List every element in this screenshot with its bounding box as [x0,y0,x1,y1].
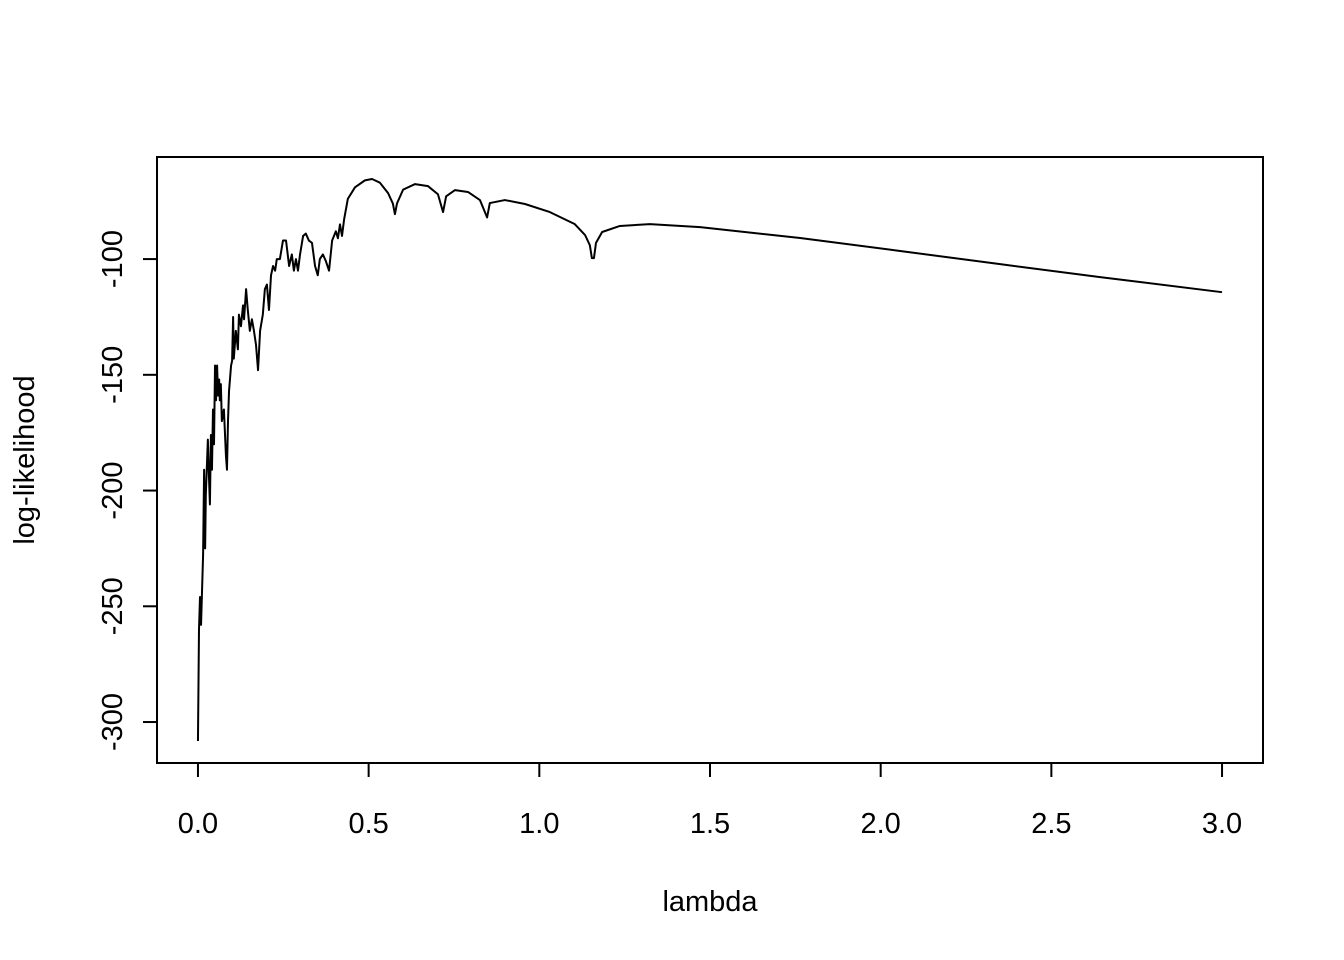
x-tick-label: 2.0 [861,808,901,840]
y-tick-label: -150 [97,346,129,404]
x-axis-title: lambda [662,886,758,918]
x-tick-label: 2.5 [1031,808,1071,840]
y-tick-label: -200 [97,462,129,520]
x-tick-label: 1.0 [519,808,559,840]
x-tick-label: 0.0 [178,808,218,840]
x-tick-label: 0.5 [348,808,388,840]
x-tick-label: 3.0 [1202,808,1242,840]
y-tick-label: -250 [97,577,129,635]
x-tick-label: 1.5 [690,808,730,840]
y-axis-title: log-likelihood [9,375,41,544]
y-tick-label: -100 [97,230,129,288]
data-line [196,177,1223,742]
y-tick-label: -300 [97,693,129,751]
plot-frame [156,156,1264,764]
